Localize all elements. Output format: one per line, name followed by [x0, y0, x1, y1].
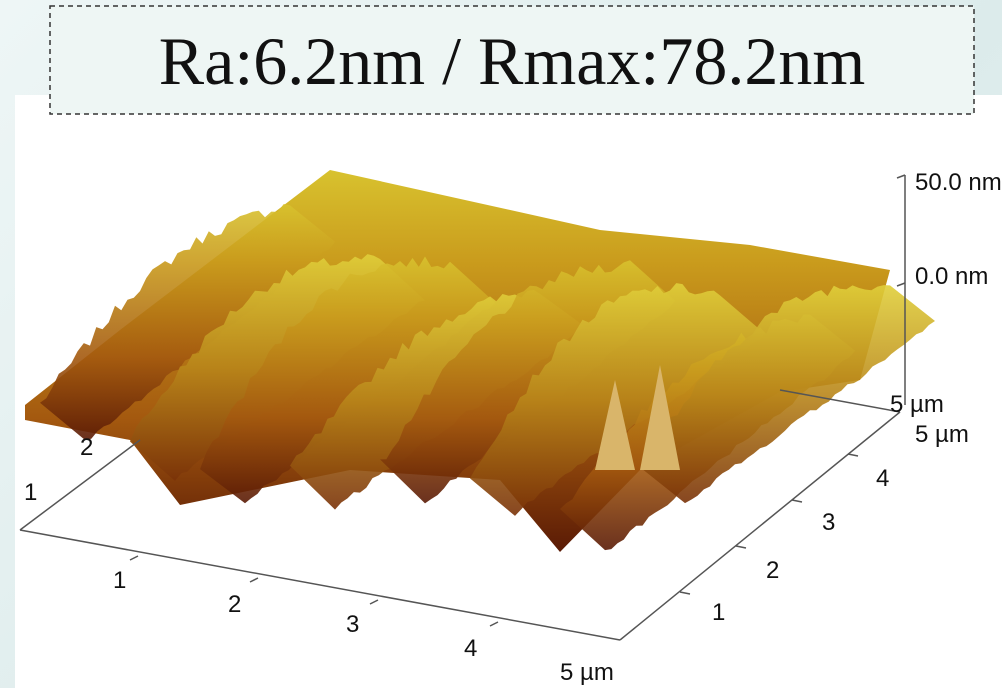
z-label: 0.0 nm: [915, 263, 988, 290]
x-label: 1: [113, 567, 126, 594]
x-label: 4: [464, 635, 477, 662]
y-label: 3: [822, 509, 835, 536]
x-label: 3: [346, 611, 359, 638]
title: Ra:6.2nm / Rmax:78.2nm: [159, 23, 865, 99]
corner-label: 5 µm: [890, 391, 944, 418]
y-label: 1: [712, 599, 725, 626]
y-label: 5 µm: [915, 421, 969, 448]
y-label: 2: [766, 557, 779, 584]
left-label: 2: [80, 434, 93, 461]
page: Ra:6.2nm / Rmax:78.2nm 50.0 nm 0.0 nm 5 …: [0, 0, 1002, 688]
x-label: 2: [228, 591, 241, 618]
z-label: 50.0 nm: [915, 169, 1002, 196]
y-label: 4: [876, 465, 889, 492]
figure: Ra:6.2nm / Rmax:78.2nm 50.0 nm 0.0 nm 5 …: [0, 0, 1002, 688]
x-label: 5 µm: [560, 659, 614, 686]
left-label: 1: [24, 479, 37, 506]
